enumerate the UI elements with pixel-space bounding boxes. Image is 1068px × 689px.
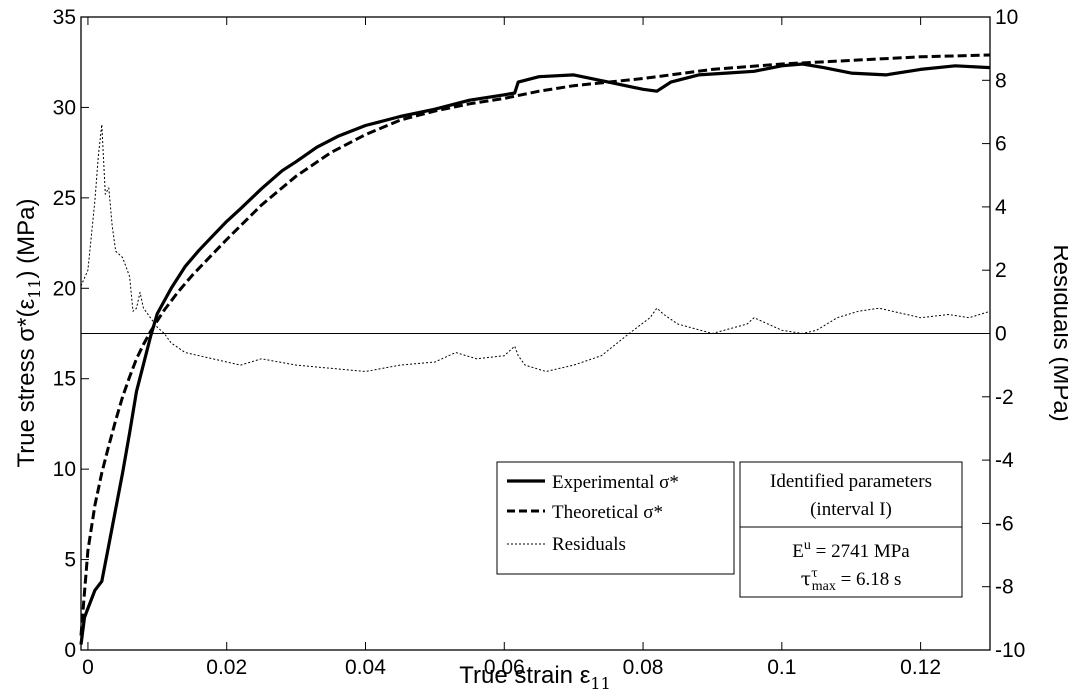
x-tick-label: 0 bbox=[82, 656, 94, 679]
parameters-title-line1: Identified parameters bbox=[770, 471, 932, 492]
y-right-tick-label: 8 bbox=[995, 69, 1007, 92]
x-tick-label: 0.02 bbox=[206, 656, 247, 679]
legend-label-theoretical: Theoretical σ* bbox=[552, 502, 663, 523]
x-axis-label: True strain ε11 bbox=[459, 662, 611, 689]
y-left-tick-label: 35 bbox=[53, 6, 76, 29]
x-tick-label: 0.04 bbox=[345, 656, 386, 679]
y-right-tick-label: -6 bbox=[995, 512, 1014, 535]
y-right-tick-label: 10 bbox=[995, 6, 1018, 29]
y-right-tick-label: 4 bbox=[995, 196, 1007, 219]
y-right-tick-label: -10 bbox=[995, 639, 1025, 662]
x-tick-label: 0.06 bbox=[484, 656, 525, 679]
y-right-tick-label: 0 bbox=[995, 323, 1007, 346]
x-tick-label: 0.08 bbox=[623, 656, 664, 679]
legend-label-residuals: Residuals bbox=[552, 534, 626, 555]
y-left-tick-label: 25 bbox=[53, 187, 76, 210]
parameters-title-line2: (interval I) bbox=[810, 499, 892, 520]
y-left-tick-label: 30 bbox=[53, 96, 76, 119]
parameter-eu: Eu = 2741 MPa bbox=[792, 538, 910, 562]
x-tick-label: 0.12 bbox=[900, 656, 941, 679]
legend: Experimental σ* Theoretical σ* Residuals bbox=[496, 461, 735, 575]
parameter-tau-max: ττ max = 6.18 s bbox=[801, 566, 902, 594]
y-left-tick-label: 15 bbox=[53, 368, 76, 391]
y-left-tick-label: 10 bbox=[53, 458, 76, 481]
y-left-tick-label: 5 bbox=[64, 549, 76, 572]
y-axis-right-label: Residuals (MPa) bbox=[1048, 244, 1068, 421]
series-line-0 bbox=[79, 62, 991, 645]
parameters-box-frame bbox=[739, 461, 963, 598]
y-axis-left-label: True stress σ*(ε11) (MPa) bbox=[13, 198, 44, 467]
y-right-tick-label: -4 bbox=[995, 449, 1014, 472]
legend-label-experimental: Experimental σ* bbox=[552, 472, 679, 493]
series-line-1 bbox=[79, 53, 991, 636]
y-right-tick-label: -2 bbox=[995, 386, 1014, 409]
series-layer bbox=[79, 53, 991, 645]
parameters-box: Identified parameters (interval I) Eu = … bbox=[739, 461, 963, 598]
x-tick-label: 0.1 bbox=[767, 656, 796, 679]
tick-layer: 0 0.02 0.04 0.06 0.08 0.1 0.1205101520253035-1… bbox=[53, 6, 1026, 679]
y-right-tick-label: 6 bbox=[995, 133, 1007, 156]
y-left-tick-label: 20 bbox=[53, 277, 76, 300]
y-left-tick-label: 0 bbox=[64, 639, 76, 662]
y-right-tick-label: -8 bbox=[995, 576, 1014, 599]
y-right-tick-label: 2 bbox=[995, 259, 1007, 282]
